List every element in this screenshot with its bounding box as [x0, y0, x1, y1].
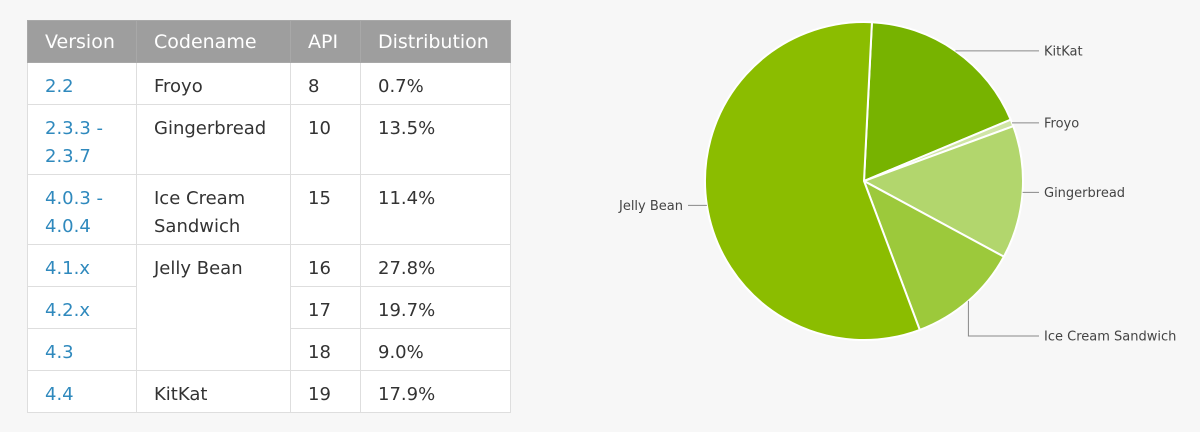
- version-range-end: 2.3.7: [45, 146, 91, 167]
- distribution-cell: 17.9%: [360, 370, 511, 413]
- api-cell: 18: [290, 328, 361, 371]
- header-codename: Codename: [136, 20, 291, 63]
- distribution-table: Version Codename API Distribution 2.2 Fr…: [27, 20, 511, 413]
- header-distribution: Distribution: [360, 20, 511, 63]
- pie-label-kitkat: KitKat: [1044, 44, 1083, 59]
- distribution-cell: 27.8%: [360, 244, 511, 287]
- version-range-start: 4.0.3 -: [45, 188, 104, 209]
- version-link[interactable]: 4.0.3 - 4.0.4: [27, 174, 137, 245]
- codename-cell: Jelly Bean: [136, 244, 291, 371]
- distribution-cell: 19.7%: [360, 286, 511, 329]
- table-row: 4.4 KitKat 19 17.9%: [27, 370, 511, 413]
- pie-slice-ice-cream-sandwich: [862, 178, 1006, 332]
- pie-label-froyo: Froyo: [1044, 116, 1079, 131]
- table-row: 4.3 18 9.0%: [27, 328, 511, 371]
- codename-line-1: Ice Cream: [154, 188, 246, 209]
- distribution-pie-chart: KitKat Froyo Gingerbread Ice Cream Sandwich…: [618, 21, 1176, 345]
- api-cell: 8: [290, 62, 361, 105]
- callout-line-ice-cream-sandwich: [967, 300, 1039, 337]
- version-link[interactable]: 4.2.x: [27, 286, 137, 329]
- table-row: 2.2 Froyo 8 0.7%: [27, 62, 511, 105]
- distribution-cell: 13.5%: [360, 104, 511, 175]
- codename-cell: Froyo: [136, 62, 291, 105]
- version-range-end: 4.0.4: [45, 216, 91, 237]
- version-link[interactable]: 4.3: [27, 328, 137, 371]
- pie-slice-gingerbread: [861, 124, 1024, 259]
- table-row: 4.0.3 - 4.0.4 Ice Cream Sandwich 15 11.4%: [27, 174, 511, 245]
- table-header-row: Version Codename API Distribution: [27, 20, 511, 63]
- table-row: 4.2.x 17 19.7%: [27, 286, 511, 329]
- version-link[interactable]: 4.1.x: [27, 244, 137, 287]
- header-api: API: [290, 20, 361, 63]
- distribution-cell: 0.7%: [360, 62, 511, 105]
- api-cell: 10: [290, 104, 361, 175]
- pie-slice-kitkat: [862, 21, 1012, 183]
- api-cell: 17: [290, 286, 361, 329]
- header-version: Version: [27, 20, 137, 63]
- table-row: 2.3.3 - 2.3.7 Gingerbread 10 13.5%: [27, 104, 511, 175]
- api-cell: 15: [290, 174, 361, 245]
- pie-label-jelly-bean: Jelly Bean: [618, 199, 683, 214]
- distribution-cell: 9.0%: [360, 328, 511, 371]
- version-link[interactable]: 2.2: [27, 62, 137, 105]
- codename-cell: Gingerbread: [136, 104, 291, 175]
- table-row: 4.1.x Jelly Bean 16 27.8%: [27, 244, 511, 371]
- pie-label-ice-cream-sandwich: Ice Cream Sandwich: [1044, 330, 1176, 345]
- api-cell: 16: [290, 244, 361, 287]
- api-cell: 19: [290, 370, 361, 413]
- distribution-cell: 11.4%: [360, 174, 511, 245]
- version-link[interactable]: 2.3.3 - 2.3.7: [27, 104, 137, 175]
- pie-label-gingerbread: Gingerbread: [1044, 186, 1125, 201]
- version-range-start: 2.3.3 -: [45, 118, 104, 139]
- version-link[interactable]: 4.4: [27, 370, 137, 413]
- codename-cell: Ice Cream Sandwich: [136, 174, 291, 245]
- codename-cell: KitKat: [136, 370, 291, 413]
- codename-line-2: Sandwich: [154, 216, 241, 237]
